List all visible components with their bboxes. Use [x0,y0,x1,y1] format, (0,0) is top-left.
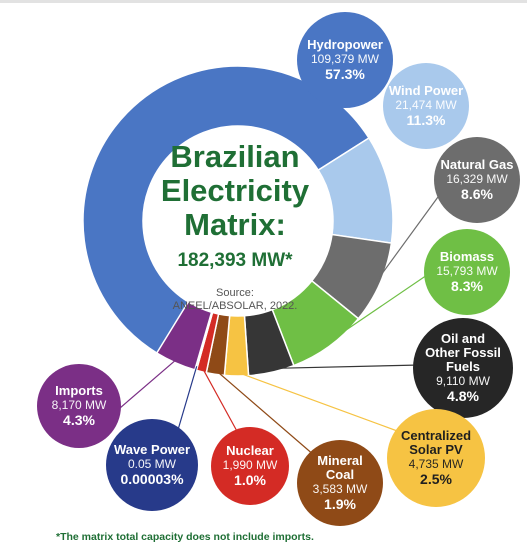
slice-hydropower [82,65,370,355]
slice-name: Centralized Solar PV [400,427,472,457]
slice-name: Natural Gas [440,156,514,172]
leader-line-biomass [326,272,431,344]
slice-value: 109,379 MW [310,51,380,66]
chart-title: Brazilian Electricity Matrix: [135,140,335,242]
label-bubble-imports: Imports 8,170 MW 4.3% [37,364,121,448]
label-bubble-natural-gas: Natural Gas 16,329 MW 8.6% [434,137,520,223]
slice-value: 0.05 MW [127,456,176,471]
label-bubble-mineral-coal: Mineral Coal 3,583 MW 1.9% [297,440,383,526]
label-bubble-wave-power: Wave Power 0.05 MW 0.00003% [106,419,198,511]
slice-name: Imports [55,382,103,398]
chart-source: Source: ANEEL/ABSOLAR, 2022. [120,287,350,313]
source-text: ANEEL/ABSOLAR, 2022. [172,300,298,312]
label-bubble-hydropower: Hydropower 109,379 MW 57.3% [297,12,393,108]
slice-percent: 11.3% [406,111,446,128]
leader-line-natural-gas [375,185,447,282]
leader-line-oil-and-other-fossil-fuels [270,364,421,370]
slice-value: 1,990 MW [222,457,278,472]
slice-name: Oil and Other Fossil Fuels [425,330,501,374]
slice-value: 4,735 MW [408,456,464,471]
slice-value: 9,110 MW [436,373,490,388]
label-bubble-solar-pv: Centralized Solar PV 4,735 MW 2.5% [387,409,485,507]
source-label: Source: [216,287,254,299]
leader-line-centralized-solar-pv [236,371,401,433]
slice-percent: 4.3% [63,411,95,428]
label-bubble-biomass: Biomass 15,793 MW 8.3% [424,229,510,315]
label-bubble-nuclear: Nuclear 1,990 MW 1.0% [211,427,289,505]
chart-title-line-1: Brazilian [170,139,300,174]
slice-value: 3,583 MW [312,481,368,496]
chart-title-line-3: Matrix: [184,207,286,242]
footnote: *The matrix total capacity does not incl… [56,531,314,543]
slice-percent: 4.8% [447,387,479,404]
slice-name: Hydropower [307,36,383,52]
label-bubble-wind-power: Wind Power 21,474 MW 11.3% [383,63,469,149]
leader-line-imports [119,358,178,409]
slice-imports [155,300,213,371]
chart-title-line-2: Electricity [160,173,310,208]
slice-value: 15,793 MW [436,263,498,278]
slice-percent: 2.5% [420,470,452,487]
top-divider [0,0,527,3]
slice-percent: 8.6% [461,185,493,202]
slice-percent: 1.9% [324,495,356,512]
slice-name: Wind Power [388,82,464,98]
slice-name: Wave Power [113,441,191,457]
slice-percent: 1.0% [234,471,266,488]
label-bubble-oil-fossil-fuels: Oil and Other Fossil Fuels 9,110 MW 4.8% [413,318,513,418]
slice-percent: 57.3% [325,65,365,82]
slice-percent: 0.00003% [120,470,184,487]
leader-line-mineral-coal [215,369,323,463]
slice-percent: 8.3% [451,277,483,294]
slice-value: 16,329 MW [446,171,508,186]
slice-value: 21,474 MW [395,97,457,112]
slice-name: Nuclear [226,442,274,458]
slice-name: Biomass [439,248,495,264]
slice-name: Mineral Coal [317,452,363,482]
slice-value: 8,170 MW [51,397,107,412]
chart-total: 182,393 MW* [177,250,293,271]
